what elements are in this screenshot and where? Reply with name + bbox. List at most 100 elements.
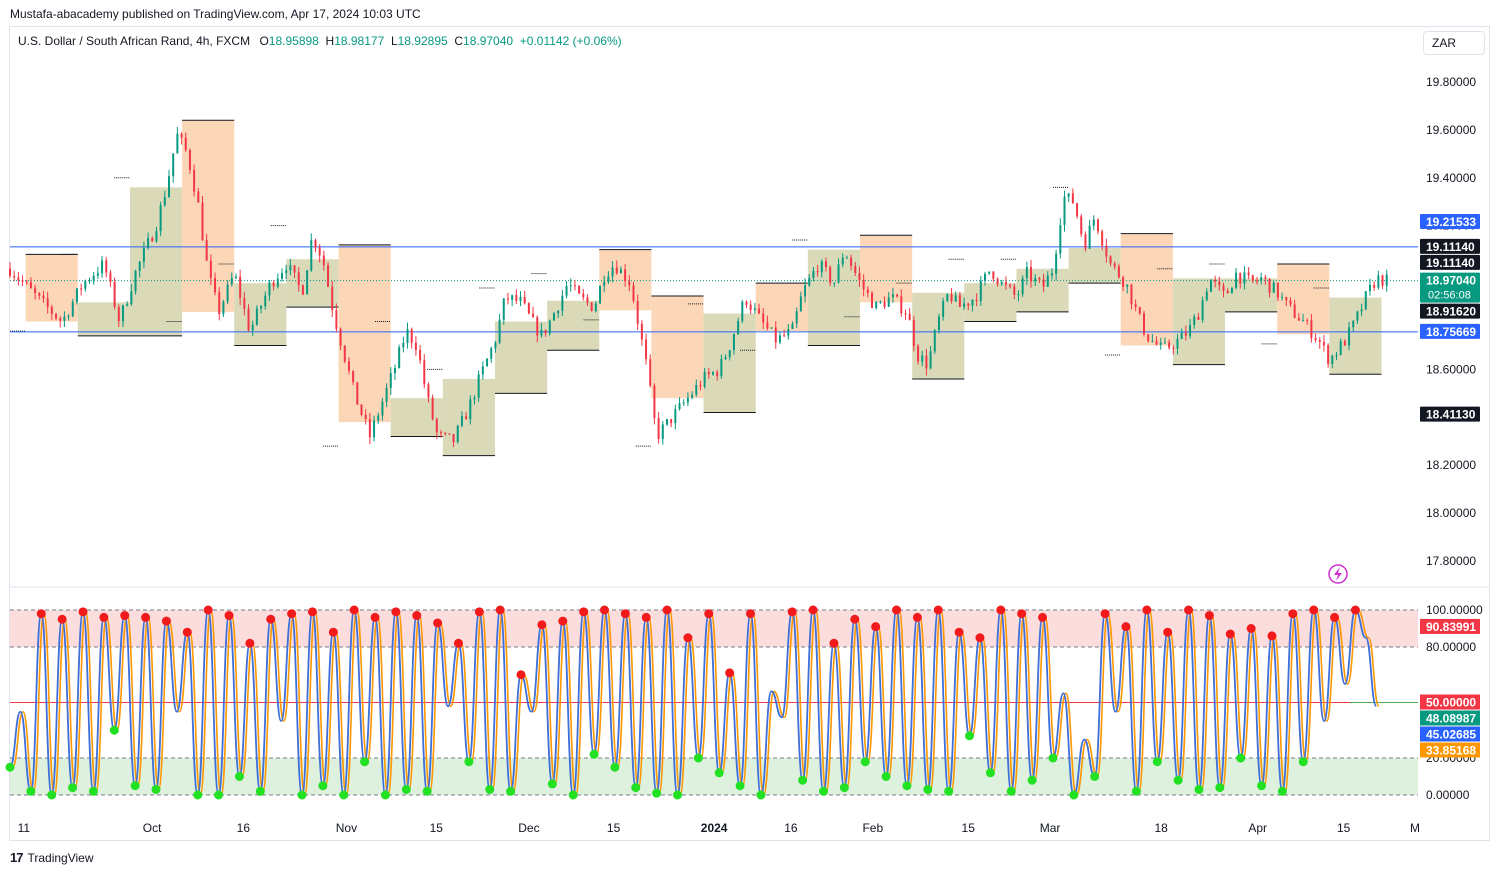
candle-body bbox=[377, 415, 380, 421]
currency-selector[interactable]: ZAR bbox=[1423, 31, 1485, 55]
chart-frame bbox=[9, 26, 1490, 841]
candle-body bbox=[1034, 278, 1037, 282]
candle-body bbox=[218, 292, 221, 314]
sr-zone bbox=[1172, 278, 1226, 365]
candle-body bbox=[1143, 313, 1146, 335]
candle-body bbox=[850, 257, 853, 266]
oversold-signal-dot bbox=[214, 790, 224, 800]
candle-body bbox=[1134, 304, 1137, 308]
candle-body bbox=[506, 298, 509, 300]
candle-body bbox=[105, 260, 108, 273]
overbought-signal-dot bbox=[683, 633, 693, 643]
candle-body bbox=[557, 310, 560, 314]
lightning-icon bbox=[1328, 564, 1348, 584]
oversold-signal-dot bbox=[568, 790, 578, 800]
overbought-signal-dot bbox=[141, 612, 151, 622]
symbol-title[interactable]: U.S. Dollar / South African Rand, 4h, FX… bbox=[18, 34, 251, 48]
overbought-signal-dot bbox=[453, 638, 463, 648]
candle-body bbox=[1147, 334, 1150, 342]
candle-body bbox=[1025, 266, 1028, 279]
stoch-label-box bbox=[1420, 710, 1480, 726]
candle-body bbox=[109, 272, 112, 282]
candle-body bbox=[812, 271, 815, 279]
stoch-label-box bbox=[1420, 694, 1480, 710]
overbought-signal-dot bbox=[912, 612, 922, 622]
oversold-signal-dot bbox=[1194, 784, 1204, 794]
candle-body bbox=[594, 303, 597, 312]
publisher-line: Mustafa-abacademy published on TradingVi… bbox=[10, 7, 421, 21]
overbought-signal-dot bbox=[245, 638, 255, 648]
candle-body bbox=[343, 345, 346, 362]
candle-body bbox=[758, 308, 761, 314]
oversold-signal-dot bbox=[1090, 772, 1100, 781]
oversold-signal-dot bbox=[985, 768, 995, 778]
oversold-signal-dot bbox=[151, 784, 161, 794]
candle-body bbox=[523, 296, 526, 304]
candle-body bbox=[1285, 297, 1288, 301]
candle-body bbox=[686, 397, 689, 403]
stoch-k-line bbox=[9, 609, 1378, 796]
sr-zone bbox=[1068, 248, 1121, 284]
candle-body bbox=[314, 240, 317, 248]
oversold-signal-dot bbox=[401, 784, 411, 794]
overbought-signal-dot bbox=[1330, 612, 1340, 622]
oversold-signal-dot bbox=[109, 725, 119, 735]
candle-body bbox=[1209, 279, 1212, 292]
stoch-d-line bbox=[11, 609, 1380, 796]
candle-body bbox=[101, 260, 104, 274]
price-label: 19.21533 bbox=[1426, 215, 1476, 229]
candle-body bbox=[770, 327, 773, 329]
overbought-signal-dot bbox=[620, 609, 630, 619]
candle-body bbox=[979, 280, 982, 301]
candle-body bbox=[168, 176, 171, 198]
time-axis: 11 Oct 16 Nov 15 Dec 15 2024 16 Feb 15 Mar 18 Apr 15 M bbox=[18, 821, 1420, 835]
overbought-signal-dot bbox=[1204, 611, 1214, 621]
oversold-signal-dot bbox=[1215, 783, 1225, 793]
tradingview-brand: 17 TradingView bbox=[10, 850, 94, 865]
price-tick-label: 18.00000 bbox=[1426, 506, 1476, 520]
overbought-signal-dot bbox=[391, 607, 401, 617]
overbought-signal-dot bbox=[1142, 605, 1152, 615]
overbought-signal-dot bbox=[1163, 627, 1173, 637]
candle-body bbox=[1168, 342, 1171, 348]
candle-body bbox=[871, 293, 874, 308]
stoch-label: 45.02685 bbox=[1426, 728, 1476, 742]
candle-body bbox=[791, 323, 794, 329]
overbought-signal-dot bbox=[516, 670, 526, 680]
overbought-signal-dot bbox=[725, 668, 735, 678]
stoch-tick-label: 0.00000 bbox=[1426, 788, 1470, 802]
candle-body bbox=[297, 272, 300, 286]
candle-body bbox=[645, 339, 648, 360]
candle-body bbox=[799, 296, 802, 312]
candle-body bbox=[490, 348, 493, 359]
oversold-signal-dot bbox=[589, 749, 599, 759]
candle-body bbox=[172, 153, 175, 177]
candle-body bbox=[670, 419, 673, 424]
time-tick-label: 18 bbox=[1154, 821, 1168, 835]
candle-body bbox=[691, 394, 694, 398]
overbought-signal-dot bbox=[808, 605, 818, 615]
oversold-signal-dot bbox=[881, 772, 891, 781]
change-value: +0.01142 (+0.06%) bbox=[519, 34, 622, 48]
stoch-label-box bbox=[1420, 618, 1480, 634]
candle-body bbox=[126, 304, 129, 306]
candle-body bbox=[188, 150, 191, 170]
candle-body bbox=[364, 414, 367, 419]
candle-body bbox=[331, 286, 334, 311]
candle-body bbox=[665, 419, 668, 425]
candle-body bbox=[925, 355, 928, 369]
candle-body bbox=[498, 319, 501, 343]
candle-body bbox=[423, 360, 426, 385]
candle-body bbox=[1377, 275, 1380, 288]
candle-body bbox=[1009, 284, 1012, 287]
candle-body bbox=[607, 276, 610, 282]
candle-body bbox=[624, 269, 627, 282]
candle-body bbox=[904, 313, 907, 315]
candle-body bbox=[891, 294, 894, 298]
candle-body bbox=[917, 346, 920, 362]
candle-body bbox=[456, 425, 459, 443]
candle-body bbox=[958, 295, 961, 307]
candle-body bbox=[1214, 279, 1217, 282]
candle-body bbox=[201, 202, 204, 241]
